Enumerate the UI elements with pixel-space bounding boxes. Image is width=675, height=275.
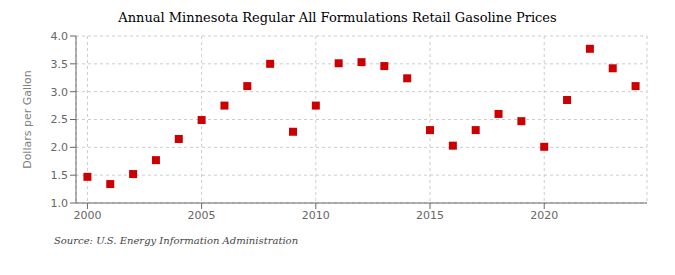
svg-text:2000: 2000 bbox=[73, 209, 101, 222]
svg-text:3.0: 3.0 bbox=[51, 86, 69, 99]
svg-text:4.0: 4.0 bbox=[51, 30, 69, 43]
svg-text:2.5: 2.5 bbox=[51, 113, 69, 126]
svg-text:2.0: 2.0 bbox=[51, 141, 69, 154]
svg-text:3.5: 3.5 bbox=[51, 58, 69, 71]
svg-text:Dollars per Gallon: Dollars per Gallon bbox=[21, 70, 34, 169]
svg-text:2015: 2015 bbox=[416, 209, 444, 222]
html-text:Source: U.S. Energy Informatio: Source: U.S. Energy Information Administ… bbox=[54, 235, 299, 246]
svg-text:1.0: 1.0 bbox=[51, 197, 69, 210]
html-text:Annual Minnesota Regular All F: Annual Minnesota Regular All Formulation… bbox=[118, 10, 557, 25]
svg-text:1.5: 1.5 bbox=[51, 169, 69, 182]
svg-text:2020: 2020 bbox=[530, 209, 558, 222]
svg-text:2010: 2010 bbox=[302, 209, 330, 222]
svg-text:2005: 2005 bbox=[188, 209, 216, 222]
